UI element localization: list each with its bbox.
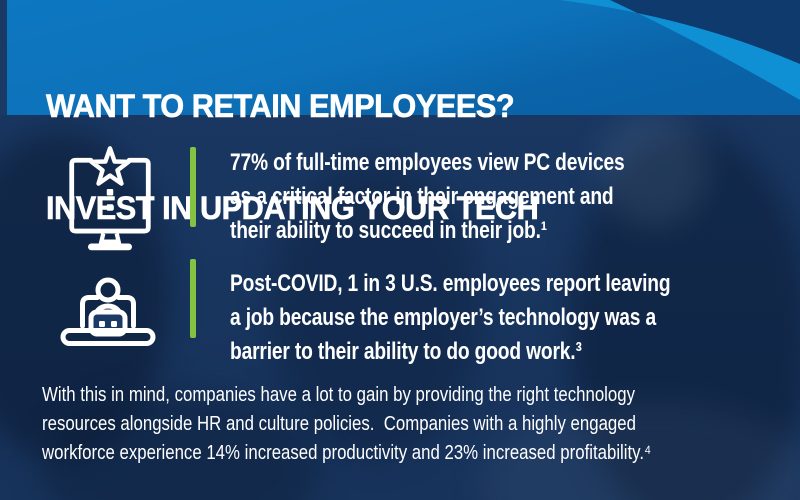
photo-silhouette xyxy=(570,130,800,500)
footer-text-line: resources alongside HR and culture polic… xyxy=(42,413,636,435)
laptop-with-person-icon xyxy=(60,277,156,346)
green-divider xyxy=(190,147,196,227)
stat-text-line: their ability to succeed in their job.¹ xyxy=(230,217,548,244)
photo-silhouette xyxy=(0,130,170,460)
stat-text-line: a job because the employer’s technology … xyxy=(230,304,657,331)
photo-silhouette xyxy=(598,112,708,227)
header-swoosh-graphic xyxy=(0,0,800,115)
closing-paragraph: With this in mind, companies have a lot … xyxy=(42,381,651,468)
green-divider xyxy=(190,259,196,338)
headline-line: INVEST IN UPDATING YOUR TECH xyxy=(46,190,539,226)
stat-text-line: 77% of full-time employees view PC devic… xyxy=(230,149,625,176)
stat-text-line: Post-COVID, 1 in 3 U.S. employees report… xyxy=(230,270,671,297)
photo-silhouette xyxy=(270,160,480,460)
headline-line: WANT TO RETAIN EMPLOYEES? xyxy=(46,88,515,124)
footer-text-line: workforce experience 14% increased produ… xyxy=(42,442,652,464)
headline: WANT TO RETAIN EMPLOYEES? INVEST IN UPDA… xyxy=(46,21,539,293)
monitor-with-star-icon xyxy=(69,146,151,251)
stat-1-text: 77% of full-time employees view PC devic… xyxy=(230,146,625,248)
stat-text-line: barrier to their ability to do good work… xyxy=(230,338,582,365)
footer-text-line: With this in mind, companies have a lot … xyxy=(42,384,636,406)
stat-text-line: as a critical factor in their engagement… xyxy=(230,183,614,210)
stat-2-text: Post-COVID, 1 in 3 U.S. employees report… xyxy=(230,267,671,369)
header-band: WANT TO RETAIN EMPLOYEES? INVEST IN UPDA… xyxy=(0,0,800,225)
